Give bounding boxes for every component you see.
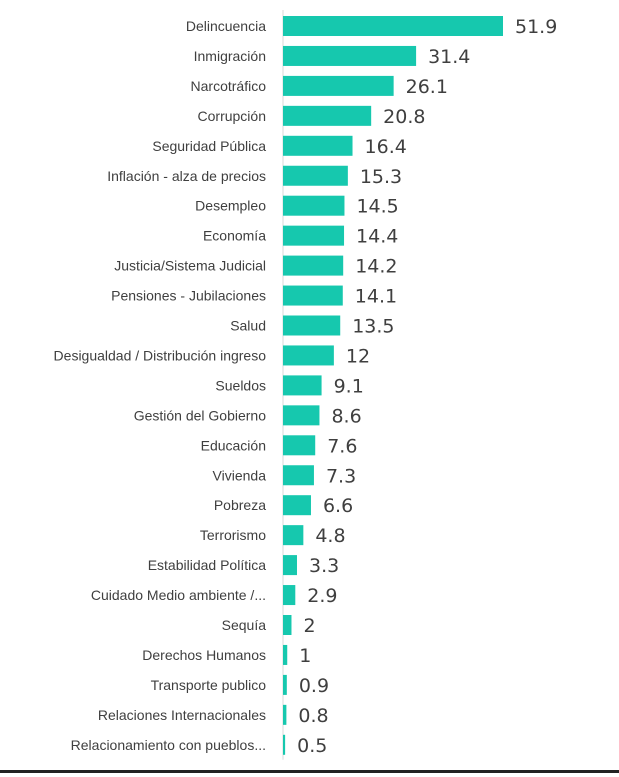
bar	[283, 495, 311, 516]
value-label: 7.6	[327, 435, 357, 457]
bar	[283, 165, 348, 186]
bar	[283, 315, 341, 336]
bar	[283, 75, 394, 96]
category-label: Desempleo	[195, 198, 266, 214]
category-label: Economía	[203, 228, 266, 244]
category-label: Delincuencia	[186, 18, 266, 34]
category-label: Derechos Humanos	[142, 647, 266, 663]
value-label: 0.5	[297, 735, 327, 757]
bar	[283, 285, 343, 306]
value-label: 6.6	[323, 495, 353, 517]
bar	[283, 135, 353, 156]
value-label: 14.5	[356, 196, 398, 218]
value-label: 20.8	[383, 106, 425, 128]
bar	[283, 585, 296, 606]
bar	[283, 195, 345, 216]
value-label: 26.1	[406, 76, 448, 98]
value-label: 51.9	[515, 16, 557, 38]
value-label: 2	[303, 615, 315, 637]
category-label: Educación	[201, 437, 266, 453]
bar	[283, 704, 287, 725]
value-label: 9.1	[334, 375, 364, 397]
value-label: 14.2	[355, 256, 397, 278]
category-label: Transporte publico	[151, 677, 267, 693]
value-label: 1	[299, 645, 311, 667]
category-label: Vivienda	[213, 467, 267, 483]
category-label: Sequía	[222, 617, 267, 633]
bar	[283, 45, 417, 66]
category-label: Sueldos	[215, 377, 266, 393]
category-label: Inmigración	[194, 48, 266, 64]
value-label: 0.9	[299, 675, 329, 697]
bar	[283, 615, 292, 635]
value-label: 16.4	[365, 136, 407, 158]
category-label: Gestión del Gobierno	[134, 407, 267, 423]
bar	[283, 734, 286, 755]
category-label: Inflación - alza de precios	[107, 168, 266, 184]
value-label: 2.9	[307, 585, 337, 607]
value-label: 4.8	[315, 525, 345, 547]
bar	[283, 674, 287, 695]
bar	[283, 345, 334, 366]
bar	[283, 225, 345, 246]
value-label: 14.4	[356, 226, 398, 248]
value-label: 12	[346, 345, 370, 367]
value-label: 3.3	[309, 555, 339, 577]
category-label: Seguridad Pública	[152, 138, 266, 154]
category-label: Justicia/Sistema Judicial	[114, 258, 266, 274]
value-label: 0.8	[298, 705, 328, 727]
bar	[283, 465, 314, 486]
bar	[283, 405, 320, 426]
category-label: Salud	[230, 318, 266, 334]
bar	[283, 105, 372, 126]
bar	[283, 525, 304, 546]
category-label: Corrupción	[198, 108, 266, 124]
value-label: 14.1	[355, 286, 397, 308]
category-label: Desigualdad / Distribución ingreso	[54, 347, 267, 363]
value-label: 8.6	[331, 405, 361, 427]
bar	[283, 555, 297, 576]
category-label: Pensiones - Jubilaciones	[111, 288, 266, 304]
bar	[283, 644, 288, 665]
bars-layer: Delincuencia 51.9 Inmigración 31.4 Narcotráf…	[54, 10, 557, 760]
category-label: Terrorismo	[200, 527, 266, 543]
category-label: Relaciones Internacionales	[98, 707, 266, 723]
bar	[283, 255, 344, 276]
bottom-rule	[0, 770, 619, 773]
bar	[283, 435, 316, 456]
category-label: Cuidado Medio ambiente /...	[91, 587, 266, 603]
bar	[283, 375, 322, 396]
category-label: Narcotráfico	[191, 78, 267, 94]
category-label: Pobreza	[214, 497, 266, 513]
value-label: 31.4	[428, 46, 470, 68]
category-label: Estabilidad Política	[148, 557, 267, 573]
value-label: 7.3	[326, 465, 356, 487]
value-label: 13.5	[352, 316, 394, 338]
value-label: 15.3	[360, 166, 402, 188]
category-label: Relacionamiento con pueblos...	[71, 737, 266, 753]
bar	[283, 16, 503, 36]
